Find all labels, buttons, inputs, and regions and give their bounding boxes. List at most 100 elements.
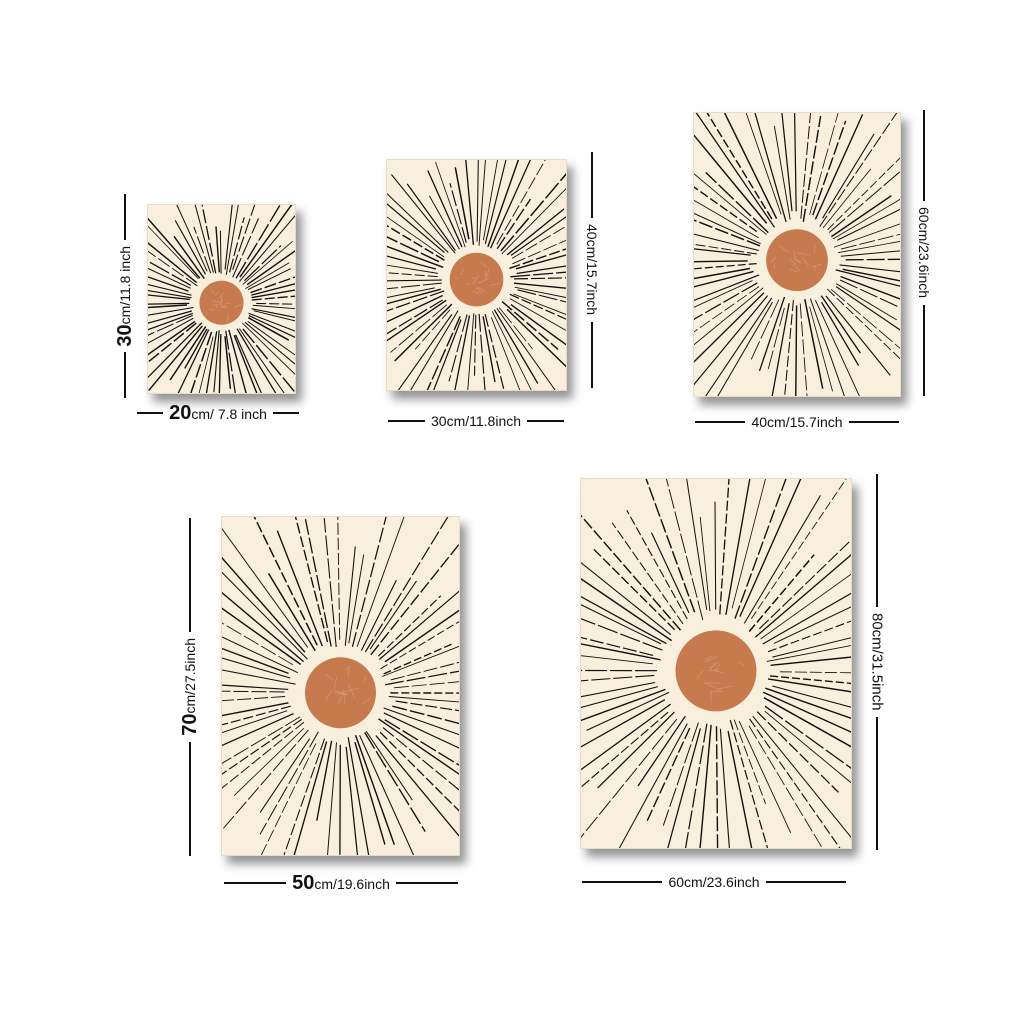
sun-ray (148, 250, 198, 287)
sun-ray (773, 126, 791, 220)
sun-ray (387, 216, 445, 258)
sun-ray (694, 267, 751, 280)
sun-ray (581, 655, 653, 665)
sun-ray (833, 223, 900, 248)
sun-ray (749, 299, 780, 363)
sun-ray (745, 113, 782, 215)
sun-ray (839, 264, 900, 273)
sun-ray (837, 241, 900, 254)
sun-ray (734, 479, 787, 619)
sun-ray (762, 691, 851, 733)
sun-ray (487, 160, 520, 248)
sun-ray (714, 501, 717, 610)
height-dimension-60x80: 80cm/31.5inch (864, 474, 890, 850)
sun-ray (294, 517, 329, 643)
sun-ray (390, 661, 459, 681)
sun-ray (832, 198, 900, 240)
sun-texture-scratch (460, 268, 465, 276)
sun-ray (193, 226, 212, 274)
sun-ray (148, 310, 192, 324)
sun-ray (839, 279, 900, 309)
sun-ray (800, 113, 812, 219)
sun-ray (247, 268, 291, 291)
sun-texture-scratch (797, 252, 810, 256)
sun-ray (591, 546, 676, 631)
sun-texture-scratch (465, 283, 471, 285)
sun-texture-scratch (778, 245, 789, 253)
sun-ray (491, 311, 532, 390)
sun-ray (387, 279, 442, 282)
width-dimension-30x40: 30cm/11.8inch (388, 410, 565, 432)
sun-texture-scratch (233, 304, 242, 309)
sun-ray (581, 703, 671, 771)
sun-ray (387, 192, 449, 253)
sun-ray (215, 226, 220, 273)
sun-ray (205, 331, 218, 393)
sun-rays-artwork (222, 517, 459, 855)
sun-ray (760, 573, 851, 640)
poster-20x30 (147, 204, 296, 394)
sun-texture-scratch (789, 258, 797, 265)
sun-ray (390, 174, 456, 254)
sun-texture-scratch (218, 292, 224, 300)
sun-ray (381, 645, 459, 677)
sun-ray (694, 173, 767, 235)
sun-ray (781, 113, 793, 212)
sun-ray (498, 307, 533, 350)
sun-ray (482, 316, 496, 383)
sun-ray (406, 183, 456, 251)
sun-ray (454, 315, 471, 390)
sun-ray (510, 216, 566, 256)
sun-ray (581, 699, 666, 748)
sun-ray (773, 606, 851, 644)
sun-ray (646, 727, 691, 823)
sun-ray (360, 579, 397, 651)
sun-ray (233, 334, 258, 393)
sun-ray (694, 243, 757, 255)
sun-ray (251, 308, 295, 318)
sun-texture-scratch (478, 278, 490, 284)
sun-ray (759, 539, 851, 630)
sun-ray (597, 711, 675, 789)
sun-ray (581, 514, 682, 631)
sun-ray (478, 313, 486, 390)
sun-ray (449, 183, 467, 243)
width-label-number: 50 (292, 871, 315, 894)
sun-ray (173, 235, 205, 280)
sun-ray (511, 225, 566, 259)
sun-ray (637, 715, 686, 787)
sun-ray (448, 314, 468, 382)
sun-ray (148, 267, 191, 289)
sun-ray (467, 313, 475, 390)
sun-ray (729, 719, 769, 848)
sun-ray (764, 705, 851, 769)
sun-ray (390, 304, 448, 353)
sun-ray (242, 328, 295, 393)
sun-ray (500, 173, 566, 252)
sun-ray (148, 284, 192, 296)
sun-ray (814, 114, 864, 220)
sun-ray (244, 321, 295, 365)
sun-ray (392, 705, 459, 725)
sun-ray (650, 532, 690, 613)
sun-ray (770, 656, 851, 666)
sun-ray (754, 554, 851, 638)
sun-ray (743, 495, 821, 624)
sun-rays-artwork (148, 205, 295, 393)
sun-ray (835, 286, 900, 331)
sun-ray (828, 170, 900, 233)
width-dimension-60x80: 60cm/23.6inch (582, 871, 846, 893)
sun-ray (784, 300, 794, 396)
sun-ray (222, 690, 285, 693)
dimension-line (124, 194, 126, 240)
sun-texture-scratch (795, 259, 802, 263)
sun-texture-scratch (454, 276, 460, 280)
sun-ray (427, 170, 463, 248)
width-label: 40cm/15.7inch (751, 414, 843, 430)
sun-texture-scratch (472, 290, 480, 295)
sun-ray (694, 199, 759, 239)
sun-ray (723, 113, 778, 220)
sun-ray (820, 295, 861, 354)
sun-ray (501, 301, 559, 350)
sun-ray (764, 710, 851, 784)
